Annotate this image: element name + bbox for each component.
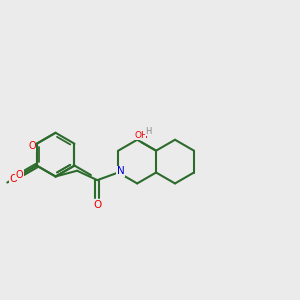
Text: N: N: [117, 166, 124, 176]
Text: OH: OH: [135, 131, 148, 140]
Text: O: O: [93, 200, 101, 210]
Text: O: O: [16, 170, 23, 180]
Text: O: O: [28, 141, 36, 151]
Text: O: O: [9, 174, 18, 184]
Text: H: H: [145, 127, 152, 136]
